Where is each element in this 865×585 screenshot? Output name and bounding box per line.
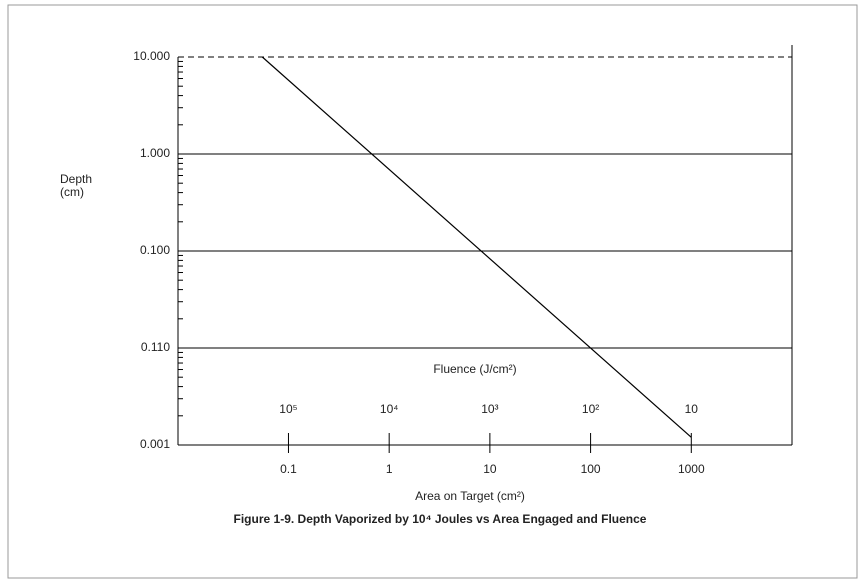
frame bbox=[7, 4, 858, 579]
x-tick-label: 10 bbox=[483, 462, 497, 476]
y-tick-label: 10.000 bbox=[133, 49, 170, 63]
x2-tick-label: 10 bbox=[685, 402, 699, 416]
x2-tick-label: 10⁵ bbox=[279, 402, 297, 416]
y-tick-label: 0.110 bbox=[141, 340, 170, 354]
x2-axis-label: Fluence (J/cm²) bbox=[433, 362, 516, 376]
line bbox=[261, 56, 692, 438]
x2-tick-label: 10² bbox=[582, 402, 599, 416]
x-axis-label: Area on Target (cm²) bbox=[415, 489, 525, 503]
x-tick-label: 1000 bbox=[678, 462, 705, 476]
x2-tick-label: 10³ bbox=[481, 402, 498, 416]
caption: Figure 1-9. Depth Vaporized by 10⁴ Joule… bbox=[234, 512, 647, 526]
x-tick-label: 0.1 bbox=[280, 462, 297, 476]
x-tick-label: 100 bbox=[581, 462, 601, 476]
y-tick-label: 1.000 bbox=[140, 146, 170, 160]
x2-tick-label: 10⁴ bbox=[380, 402, 399, 416]
y-axis-label: Depth (cm) bbox=[60, 172, 92, 199]
y-tick-label: 0.001 bbox=[140, 437, 170, 451]
x-tick-label: 1 bbox=[386, 462, 393, 476]
y-tick-label: 0.100 bbox=[140, 243, 170, 257]
